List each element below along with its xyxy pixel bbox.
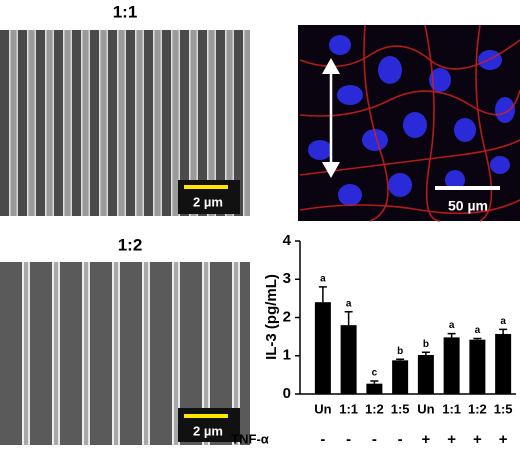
error-bar (396, 358, 405, 361)
bar (495, 333, 512, 394)
y-tick-label: 3 (283, 270, 291, 287)
error-bar (421, 351, 430, 355)
treatment-mark: + (447, 431, 456, 448)
significance-letter: a (475, 325, 481, 336)
panel-label: 1:2 (118, 235, 143, 254)
significance-letter: a (500, 316, 506, 327)
bar (340, 325, 357, 394)
significance-letter: a (449, 320, 455, 331)
treatment-label: TNF-α (231, 431, 269, 446)
treatment-mark: + (499, 431, 508, 448)
bar (417, 354, 434, 394)
scale-text: 2 µm (193, 423, 223, 438)
bar (366, 383, 383, 394)
error-bar (344, 311, 353, 326)
y-tick-label: 2 (283, 308, 291, 325)
bar (314, 302, 331, 394)
direction-arrow (322, 58, 340, 178)
significance-letter: b (397, 346, 403, 357)
error-bar (447, 332, 456, 338)
bar (443, 337, 460, 394)
treatment-mark: - (346, 431, 351, 448)
error-bar (473, 337, 482, 340)
y-tick-label: 4 (283, 232, 292, 249)
y-tick-label: 1 (283, 347, 291, 364)
error-bar (370, 380, 379, 384)
error-bar (499, 328, 508, 334)
x-tick-label: 1:5 (494, 401, 513, 416)
x-tick-label: Un (314, 401, 331, 416)
nuclei (308, 35, 515, 206)
treatment-mark: + (421, 431, 430, 448)
panel-label: 1:1 (113, 2, 138, 21)
x-tick-label: 1:2 (468, 401, 487, 416)
treatment-mark: + (473, 431, 482, 448)
x-tick-label: Un (417, 401, 434, 416)
x-tick-label: 1:1 (442, 401, 461, 416)
actin (299, 24, 520, 222)
treatment-mark: - (320, 431, 325, 448)
x-tick-label: 1:5 (391, 401, 410, 416)
significance-letter: b (423, 339, 429, 350)
treatment-mark: - (372, 431, 377, 448)
x-tick-label: 1:1 (339, 401, 358, 416)
y-tick-label: 0 (283, 385, 291, 402)
scale-text: 50 µm (448, 198, 488, 214)
y-axis-title: IL-3 (pg/mL) (263, 274, 280, 360)
scale-box (178, 408, 240, 442)
bar (392, 360, 409, 394)
scale-text: 2 µm (193, 194, 223, 209)
treatment-mark: - (398, 431, 403, 448)
significance-letter: a (346, 298, 352, 309)
significance-letter: c (372, 368, 378, 379)
error-bar (318, 286, 327, 303)
x-tick-label: 1:2 (365, 401, 384, 416)
bar (469, 339, 486, 394)
significance-letter: a (320, 274, 326, 285)
